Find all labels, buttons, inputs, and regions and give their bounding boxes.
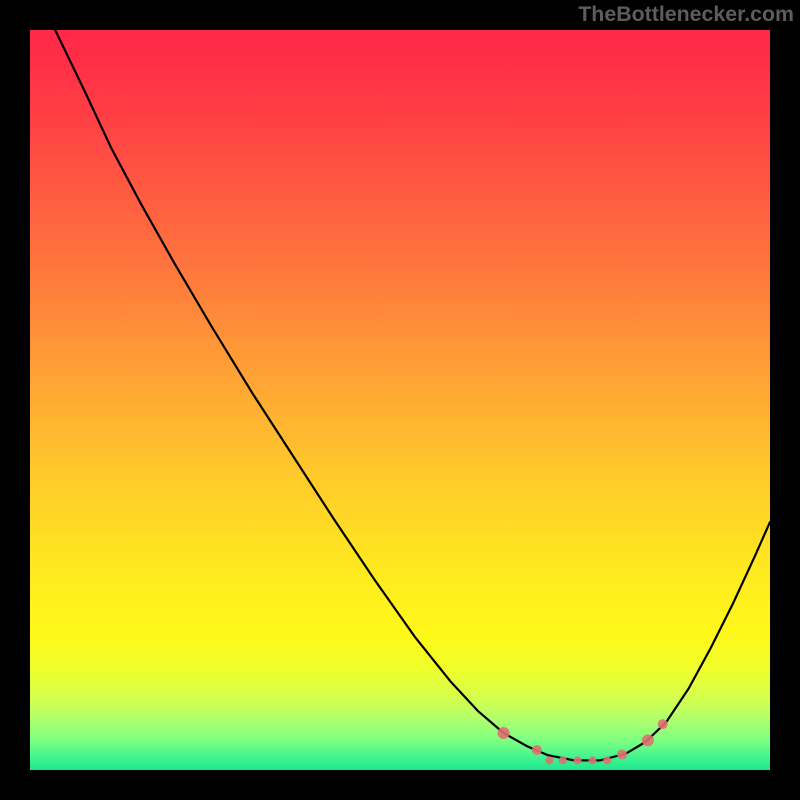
curve-marker [532,745,542,755]
curve-marker [545,756,553,764]
curve-marker [642,734,654,746]
curve-marker [498,727,510,739]
curve-marker [588,756,596,764]
curve-marker [658,719,668,729]
chart-container: TheBottlenecker.com [0,0,800,800]
watermark-text: TheBottlenecker.com [578,2,794,27]
curve-marker [559,756,567,764]
plot-background [30,30,770,770]
curve-marker [603,756,611,764]
curve-marker [617,749,627,759]
bottleneck-chart [0,0,800,800]
curve-marker [574,756,582,764]
